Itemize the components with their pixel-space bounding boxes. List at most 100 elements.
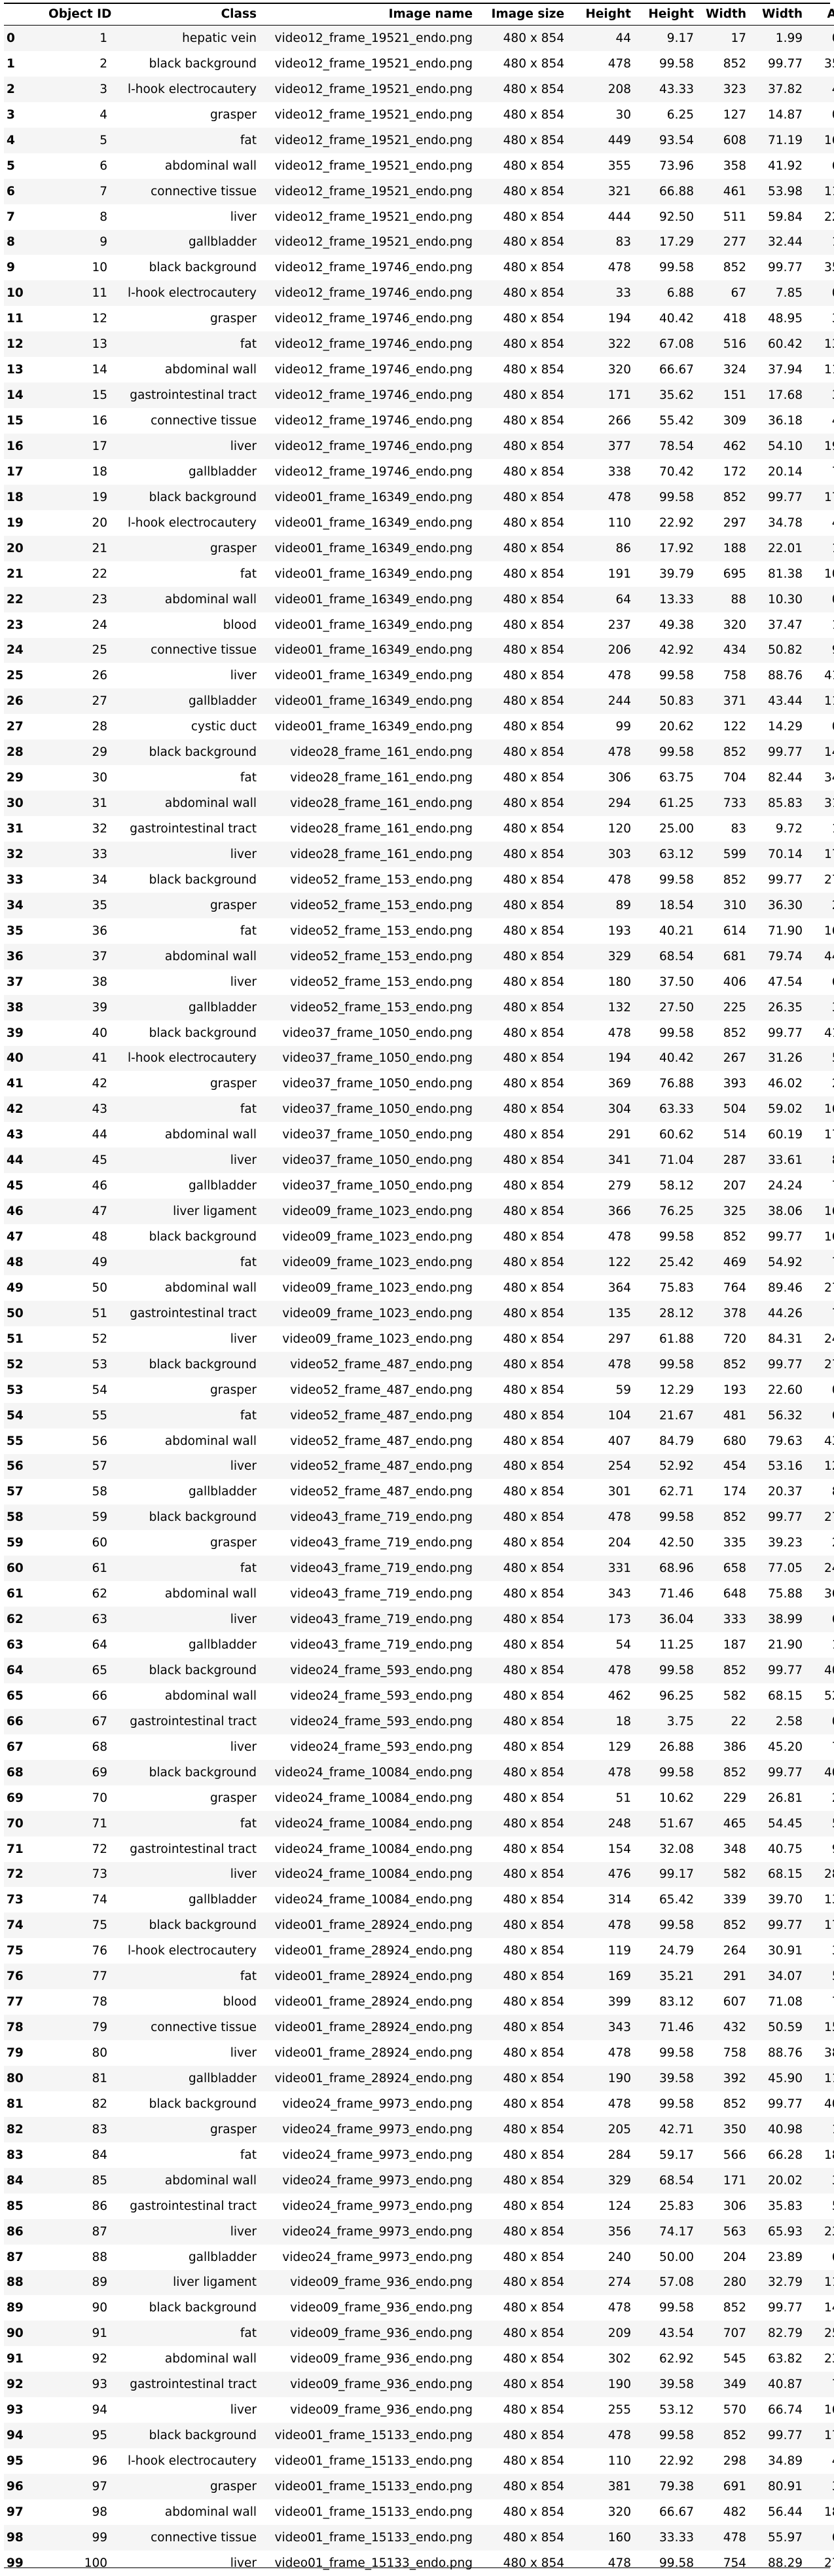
table-cell: 68 <box>92 1740 107 1754</box>
table-row: 80 81 gallbladder video01_frame_28924_endo.… <box>4 2066 834 2091</box>
table-cell: 79.74 <box>750 943 807 969</box>
table-cell: 26.88 <box>659 1740 694 1754</box>
table-cell: 304 <box>568 1096 635 1123</box>
table-cell: 480 x 854 <box>477 2269 568 2296</box>
table-cell: 84.31 <box>768 1332 803 1346</box>
table-cell: 99.58 <box>635 739 698 766</box>
table-cell: 0.06 <box>807 1708 834 1734</box>
table-cell: 371 <box>698 688 750 715</box>
table-cell: 0.81 <box>807 586 834 612</box>
row-index: 85 <box>7 2199 24 2213</box>
table-cell: video52_frame_487_endo.png <box>261 1453 477 1480</box>
table-row: 41 42 grasper video37_frame_1050_endo.png 48… <box>4 1071 834 1096</box>
table-cell: 480 x 854 <box>477 586 568 612</box>
table-cell: 758 <box>723 669 746 683</box>
row-index: 94 <box>4 2423 48 2449</box>
table-cell: fat <box>111 1402 261 1428</box>
table-cell: video09_frame_1023_endo.png <box>261 1250 477 1275</box>
table-row: 50 51 gastrointestinal tract video09_frame_… <box>4 1300 834 1326</box>
table-cell: fat <box>111 127 261 153</box>
row-index: 55 <box>7 1434 24 1448</box>
table-cell: 99.17 <box>635 1861 698 1888</box>
table-cell: 74 <box>92 1893 107 1907</box>
table-cell: 480 x 854 <box>503 771 564 785</box>
table-cell: 35.62 <box>635 383 698 409</box>
table-cell: 4 <box>100 107 107 122</box>
table-cell: 99.77 <box>768 1026 803 1040</box>
table-cell: 66.74 <box>768 2403 803 2417</box>
table-cell: 22.01 <box>750 535 807 561</box>
row-index: 54 <box>4 1402 48 1428</box>
table-cell: video09_frame_936_endo.png <box>261 2269 477 2296</box>
row-index: 92 <box>4 2372 48 2398</box>
table-cell: 22.55 <box>824 210 834 224</box>
table-cell: l-hook electrocautery <box>127 1944 257 1958</box>
table-cell: 26.81 <box>768 1791 803 1805</box>
table-cell: 14 <box>92 363 107 377</box>
table-cell: 75 <box>48 1913 111 1939</box>
table-cell: 68.54 <box>635 943 698 969</box>
table-cell: video01_frame_15133_endo.png <box>274 2556 473 2570</box>
table-cell: 71.04 <box>635 1148 698 1174</box>
table-cell: 17 <box>48 434 111 459</box>
table-cell: 22.92 <box>659 2454 694 2469</box>
table-cell: 72 <box>92 1842 107 1856</box>
table-row: 77 78 blood video01_frame_28924_endo.png 480… <box>4 1989 834 2015</box>
table-cell: 23.89 <box>768 2250 803 2264</box>
table-cell: 56.32 <box>750 1402 807 1428</box>
table-cell: 516 <box>698 331 750 358</box>
table-cell: 59 <box>615 1383 631 1397</box>
table-cell: liver <box>230 975 257 989</box>
table-cell: gastrointestinal tract <box>111 383 261 409</box>
table-cell: 335 <box>723 1536 746 1550</box>
table-cell: 36.30 <box>750 892 807 918</box>
table-cell: 478 <box>568 1351 635 1377</box>
table-cell: 480 x 854 <box>503 924 564 938</box>
row-index: 87 <box>7 2250 24 2264</box>
table-cell: blood <box>223 618 257 632</box>
table-cell: 99 <box>48 2524 111 2550</box>
table-cell: 62 <box>92 1587 107 1601</box>
table-cell: 82.79 <box>750 2321 807 2347</box>
table-cell: liver <box>230 1332 257 1346</box>
table-cell: 53 <box>48 1351 111 1377</box>
table-cell: grasper <box>209 1383 257 1397</box>
table-cell: 74.17 <box>635 2218 698 2245</box>
table-cell: 27.70 <box>807 1504 834 1531</box>
table-cell: gallbladder <box>188 1638 257 1652</box>
table-cell: video09_frame_936_endo.png <box>261 2372 477 2398</box>
table-cell: video52_frame_153_endo.png <box>290 975 473 989</box>
table-cell: 462 <box>698 434 750 459</box>
table-cell: 35 <box>48 892 111 918</box>
table-row: 17 18 gallbladder video12_frame_19746_endo.… <box>4 459 834 485</box>
table-cell: grasper <box>209 1536 257 1550</box>
table-cell: 480 x 854 <box>477 1148 568 1174</box>
table-cell: 17.43 <box>807 484 834 510</box>
table-cell: 23.32 <box>824 2352 834 2366</box>
table-cell: video01_frame_28924_endo.png <box>274 1995 473 2009</box>
table-cell: 566 <box>723 2148 746 2162</box>
table-cell: 10 <box>92 261 107 275</box>
table-cell: 478 <box>607 669 631 683</box>
table-cell: 545 <box>723 2352 746 2366</box>
table-row: 4 5 fat video12_frame_19521_endo.png 480 x 8… <box>4 127 834 153</box>
table-row: 48 49 fat video09_frame_1023_endo.png 480 x … <box>4 1250 834 1275</box>
table-cell: 55 <box>48 1402 111 1428</box>
table-cell: 99.77 <box>750 2423 807 2449</box>
table-cell: 852 <box>698 2423 750 2449</box>
table-row: 3 4 grasper video12_frame_19521_endo.png 480… <box>4 102 834 128</box>
column-header: Image name <box>261 3 477 26</box>
table-cell: 11.67 <box>824 363 834 377</box>
table-cell: 480 x 854 <box>503 1995 564 2009</box>
table-cell: 99.77 <box>768 261 803 275</box>
row-index: 80 <box>4 2066 48 2091</box>
table-cell: 30 <box>92 771 107 785</box>
table-cell: 294 <box>568 791 635 817</box>
table-cell: 71.19 <box>750 127 807 153</box>
table-cell: 9.17 <box>635 25 698 51</box>
table-cell: video28_frame_161_endo.png <box>261 739 477 766</box>
table-cell: fat <box>240 567 257 581</box>
table-cell: blood <box>223 1995 257 2009</box>
table-cell: 86 <box>92 2199 107 2213</box>
table-cell: 6.95 <box>807 2524 834 2550</box>
